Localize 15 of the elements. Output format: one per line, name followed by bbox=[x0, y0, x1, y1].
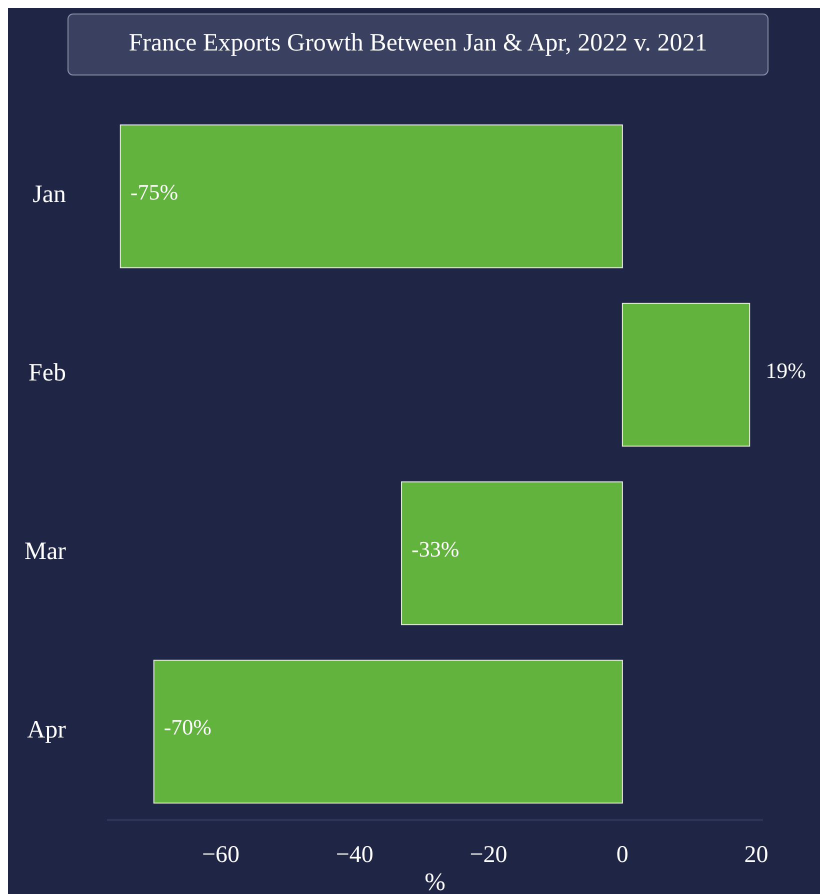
x-tick-label: −40 bbox=[336, 842, 374, 868]
x-tick-label: 20 bbox=[744, 842, 768, 868]
data-label: -70% bbox=[164, 714, 212, 740]
y-tick-label: Feb bbox=[28, 360, 66, 387]
y-tick-label: Mar bbox=[24, 538, 67, 565]
y-tick-label: Apr bbox=[27, 716, 67, 744]
data-label: -75% bbox=[130, 179, 178, 204]
data-label: -33% bbox=[412, 536, 460, 562]
y-tick-label: Jan bbox=[32, 181, 66, 208]
x-tick-label: −20 bbox=[470, 842, 508, 868]
data-label: 19% bbox=[766, 358, 806, 383]
x-axis-title: % bbox=[424, 869, 446, 894]
x-tick-label: 0 bbox=[616, 842, 628, 868]
x-tick-label: −60 bbox=[202, 842, 240, 868]
chart-title: France Exports Growth Between Jan & Apr, 2022 v. 2021 bbox=[128, 30, 708, 57]
